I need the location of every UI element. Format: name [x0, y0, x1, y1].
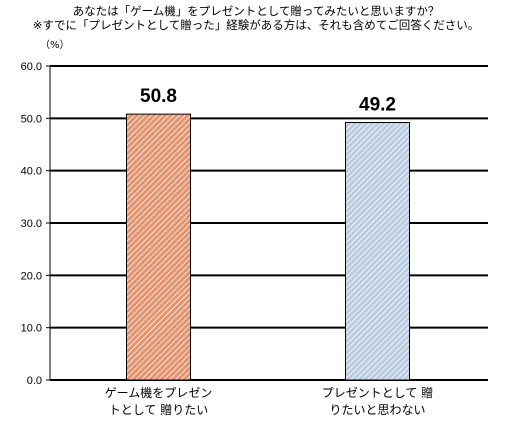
y-axis: 0.0 10.0 20.0 30.0 40.0 50.0 60.0 — [21, 61, 51, 387]
y-tick-label: 10.0 — [21, 323, 42, 335]
y-tick-label: 20.0 — [21, 270, 42, 282]
y-tick-label: 60.0 — [21, 61, 42, 73]
chart-title-line1: あなたは「ゲーム機」をプレゼントとして贈ってみたいと思いますか？ — [72, 4, 440, 18]
value-label-1: 50.8 — [140, 86, 177, 107]
value-label-2: 49.2 — [359, 95, 396, 116]
y-tick-label: 0.0 — [27, 375, 42, 387]
bars — [126, 113, 410, 381]
bar-1 — [126, 113, 191, 381]
unit-label: （%） — [40, 39, 70, 51]
value-labels: 50.8 49.2 — [140, 86, 396, 115]
y-tick-label: 50.0 — [21, 113, 42, 125]
grid-lines — [50, 65, 488, 381]
chart-title-line2: ※すでに「プレゼントとして贈った」経験がある方は、それも含めてご回答ください。 — [32, 18, 480, 32]
y-tick-label: 30.0 — [21, 218, 42, 230]
y-tick-label: 40.0 — [21, 166, 42, 178]
category-label-2: りたいと思わない — [329, 403, 425, 417]
category-label-1: トとして 贈りたい — [109, 402, 208, 417]
bar-2 — [345, 122, 410, 381]
category-label-2: プレゼントとして 贈 — [322, 385, 433, 400]
category-label-1: ゲーム機をプレゼン — [105, 385, 213, 400]
